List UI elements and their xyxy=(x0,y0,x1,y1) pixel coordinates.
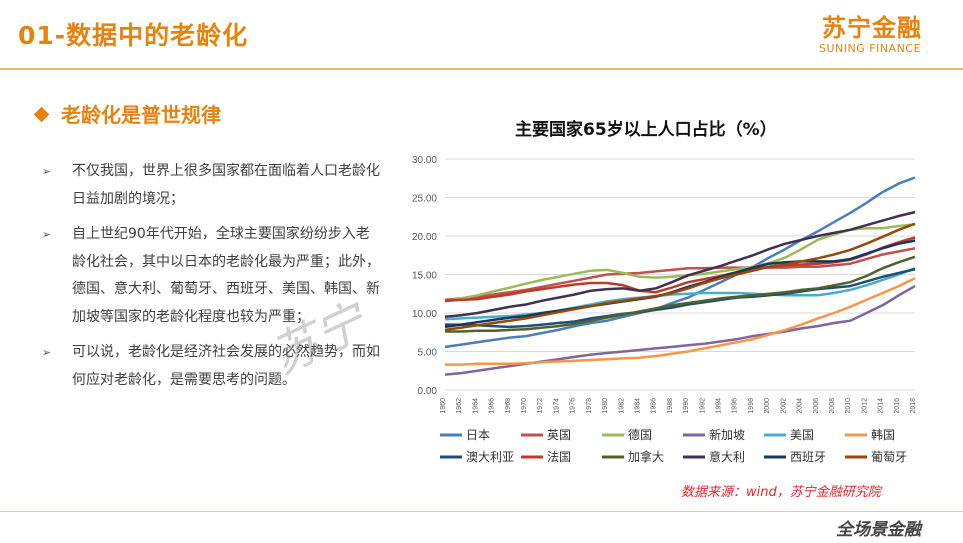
x-tick-label: 2000 xyxy=(764,398,771,414)
data-source: 数据来源：wind，苏宁金融研究院 xyxy=(681,485,881,500)
series-line-德国 xyxy=(444,223,916,303)
legend-label: 加拿大 xyxy=(628,449,664,464)
legend-label: 意大利 xyxy=(709,449,745,464)
x-tick-label: 2004 xyxy=(797,398,804,414)
x-tick-label: 1976 xyxy=(570,398,577,414)
legend-label: 澳大利亚 xyxy=(466,450,514,464)
x-tick-label: 1974 xyxy=(553,398,560,414)
x-tick-label: 1994 xyxy=(716,398,723,414)
y-tick-label: 15.00 xyxy=(412,271,437,282)
x-tick-label: 1992 xyxy=(699,398,706,414)
arrowhead-icon: ➢ xyxy=(42,346,52,359)
x-tick-label: 2016 xyxy=(894,398,901,414)
arrowhead-icon: ➢ xyxy=(42,165,52,178)
bullet-item: ➢ 自上世纪90年代开始，全球主要国家纷纷步入老龄化社会，其中以日本的老龄化最为… xyxy=(40,221,380,331)
x-tick-label: 2006 xyxy=(813,398,820,414)
x-tick-label: 1966 xyxy=(489,398,496,414)
x-tick-label: 2002 xyxy=(780,398,787,414)
section-title-text: 老龄化是普世规律 xyxy=(61,103,221,127)
x-tick-label: 1988 xyxy=(667,398,674,414)
diamond-icon xyxy=(33,106,50,123)
x-tick-label: 1978 xyxy=(586,398,593,414)
x-tick-label: 2010 xyxy=(845,398,852,414)
y-tick-label: 30.00 xyxy=(412,155,437,166)
x-tick-label: 2008 xyxy=(829,398,836,414)
x-tick-label: 2014 xyxy=(878,398,885,414)
x-tick-label: 1962 xyxy=(456,398,463,414)
y-tick-label: 10.00 xyxy=(412,309,437,320)
bullet-item: ➢ 可以说，老龄化是经济社会发展的必然趋势，而如何应对老龄化，是需要思考的问题。 xyxy=(40,339,380,394)
bullet-text: 自上世纪90年代开始，全球主要国家纷纷步入老龄化社会，其中以日本的老龄化最为严重… xyxy=(72,226,380,325)
x-tick-label: 1990 xyxy=(683,398,690,414)
series-line-美国 xyxy=(444,267,916,321)
x-tick-label: 1982 xyxy=(618,398,625,414)
legend-label: 德国 xyxy=(628,427,652,442)
brand-logo-cn: 苏宁金融 xyxy=(822,14,922,42)
x-tick-label: 1984 xyxy=(634,398,641,414)
header-divider xyxy=(0,68,963,70)
bullet-text: 不仅我国，世界上很多国家都在面临着人口老龄化日益加剧的境况； xyxy=(72,163,380,207)
legend-label: 英国 xyxy=(547,428,571,442)
y-tick-label: 5.00 xyxy=(418,348,438,359)
x-tick-label: 1972 xyxy=(537,398,544,414)
x-tick-label: 2018 xyxy=(910,398,917,414)
x-tick-label: 1986 xyxy=(651,398,658,414)
footer-brand-mark: 全场景金融 xyxy=(836,520,921,540)
x-tick-label: 1998 xyxy=(748,398,755,414)
brand-logo-en: SUNING FINANCE xyxy=(819,42,921,55)
y-tick-label: 25.00 xyxy=(412,194,437,205)
legend-label: 新加坡 xyxy=(709,427,745,442)
y-tick-label: 20.00 xyxy=(412,232,437,243)
section-title: 老龄化是普世规律 xyxy=(33,99,221,128)
chart-title: 主要国家65岁以上人口占比（%） xyxy=(515,120,777,140)
series-line-加拿大 xyxy=(445,255,916,333)
series-line-澳大利亚 xyxy=(445,267,916,329)
footer-divider xyxy=(0,511,963,512)
page-title: 01-数据中的老龄化 xyxy=(18,21,249,50)
legend-label: 韩国 xyxy=(871,427,895,442)
y-tick-label: 0.00 xyxy=(418,386,438,397)
legend-label: 美国 xyxy=(790,428,814,442)
series-line-意大利 xyxy=(444,210,916,319)
x-tick-label: 1968 xyxy=(505,398,512,414)
x-tick-label: 1960 xyxy=(440,398,447,414)
x-tick-label: 1980 xyxy=(602,398,609,414)
series-line-韩国 xyxy=(445,277,916,366)
x-tick-label: 2012 xyxy=(861,398,868,414)
series-line-葡萄牙 xyxy=(444,222,916,332)
bullet-list: ➢ 不仅我国，世界上很多国家都在面临着人口老龄化日益加剧的境况； ➢ 自上世纪9… xyxy=(40,158,380,402)
arrowhead-icon: ➢ xyxy=(42,228,52,241)
x-tick-label: 1996 xyxy=(732,398,739,414)
legend-label: 法国 xyxy=(547,450,571,464)
bullet-item: ➢ 不仅我国，世界上很多国家都在面临着人口老龄化日益加剧的境况； xyxy=(40,158,380,213)
legend-label: 日本 xyxy=(466,428,490,442)
legend-label: 西班牙 xyxy=(790,450,826,464)
legend-label: 葡萄牙 xyxy=(871,450,907,464)
series-line-日本 xyxy=(444,176,916,349)
x-tick-label: 1964 xyxy=(472,398,479,414)
x-tick-label: 1970 xyxy=(521,398,528,414)
series-line-英国 xyxy=(444,247,916,302)
line-chart: 0.00 5.00 10.00 15.00 20.00 25.00 30.00 1960 196… xyxy=(412,155,917,464)
bullet-text: 可以说，老龄化是经济社会发展的必然趋势，而如何应对老龄化，是需要思考的问题。 xyxy=(72,344,380,388)
